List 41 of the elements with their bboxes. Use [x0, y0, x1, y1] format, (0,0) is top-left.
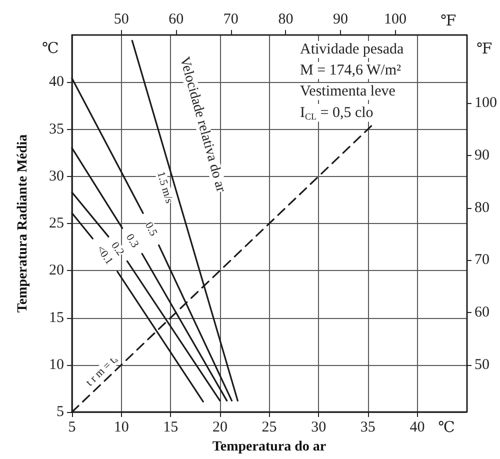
- y-tick-label: 10: [49, 356, 64, 373]
- x2-tick-label: 100: [384, 12, 407, 28]
- annotation: Vestimenta leve: [300, 84, 396, 100]
- x-tick-label: 35: [360, 420, 376, 436]
- annotation: Atividade pesada: [300, 42, 404, 58]
- y2-tick-label: 50: [474, 356, 490, 373]
- y2-tick-label: 70: [474, 252, 490, 268]
- text: ℃: [42, 41, 59, 57]
- x2-tick-label: 70: [223, 12, 238, 28]
- y2-tick-label: 100: [474, 95, 497, 112]
- x2-tick-label: 90: [332, 12, 348, 28]
- text: 0.2: [108, 240, 126, 258]
- annotation: Velocidade relativa do ar: [176, 55, 228, 194]
- text: 0.5: [142, 220, 160, 238]
- text: 1.5 m/s: [154, 170, 176, 205]
- y-tick-label: 30: [49, 168, 64, 184]
- y2-tick-label: 90: [474, 147, 490, 164]
- x-axis-title: Temperatura do ar: [212, 440, 326, 454]
- y-tick-label: 40: [49, 74, 64, 90]
- x2-axis-title: ℉: [440, 14, 456, 30]
- x2-tick-label: 80: [278, 12, 294, 28]
- annotation: M = 174,6 W/m²: [300, 62, 402, 78]
- x-tick-label: 25: [262, 420, 277, 436]
- x2-tick-label: 50: [114, 12, 129, 28]
- x-tick-label: 40: [410, 420, 425, 436]
- y-tick-label: 35: [49, 121, 64, 138]
- x2-tick-label: 60: [168, 12, 184, 28]
- x-tick-label: 5: [68, 420, 76, 436]
- x-tick-label: 30: [311, 420, 326, 436]
- x-tick-label: 15: [163, 420, 178, 436]
- y-tick-label: 25: [49, 216, 64, 232]
- y2-tick-label: 60: [474, 304, 490, 321]
- y-tick-label: 20: [49, 262, 64, 279]
- y2-axis-title: ℉: [476, 42, 492, 58]
- y-tick-label: 15: [49, 310, 64, 326]
- x-tick-label: 20: [212, 420, 228, 436]
- text: ℃: [438, 420, 455, 436]
- y-tick-label: 5: [56, 404, 64, 420]
- y-axis-title: Temperatura Radiante Média: [16, 134, 30, 313]
- x-tick-label: 10: [114, 420, 129, 436]
- y2-tick-label: 80: [474, 200, 490, 216]
